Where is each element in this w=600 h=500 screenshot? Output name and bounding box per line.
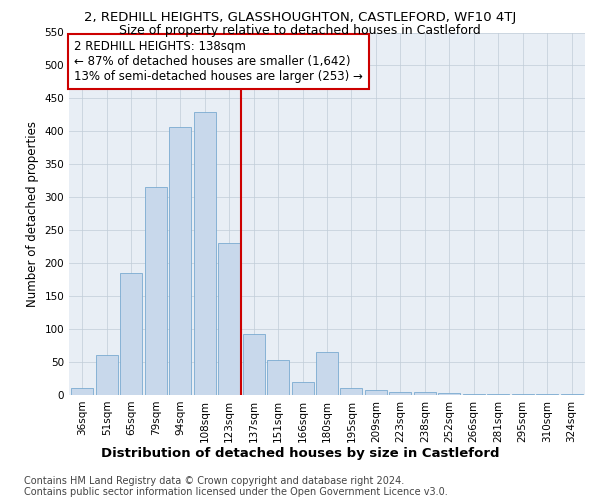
Bar — [365, 390, 387, 395]
Bar — [121, 273, 142, 395]
Bar — [463, 394, 485, 395]
Bar — [340, 388, 362, 395]
Text: Distribution of detached houses by size in Castleford: Distribution of detached houses by size … — [101, 448, 499, 460]
Bar — [560, 394, 583, 395]
Bar — [194, 112, 216, 395]
Bar — [71, 388, 94, 395]
Bar — [145, 188, 167, 395]
Bar — [218, 244, 240, 395]
Bar — [414, 392, 436, 395]
Text: Size of property relative to detached houses in Castleford: Size of property relative to detached ho… — [119, 24, 481, 37]
Text: Contains public sector information licensed under the Open Government Licence v3: Contains public sector information licen… — [24, 487, 448, 497]
Bar — [316, 352, 338, 395]
Bar — [267, 360, 289, 395]
Bar — [96, 356, 118, 395]
Bar — [512, 394, 533, 395]
Bar — [242, 334, 265, 395]
Bar — [438, 393, 460, 395]
Bar — [536, 394, 558, 395]
Bar — [292, 382, 314, 395]
Text: 2 REDHILL HEIGHTS: 138sqm
← 87% of detached houses are smaller (1,642)
13% of se: 2 REDHILL HEIGHTS: 138sqm ← 87% of detac… — [74, 40, 363, 82]
Bar — [389, 392, 412, 395]
Text: 2, REDHILL HEIGHTS, GLASSHOUGHTON, CASTLEFORD, WF10 4TJ: 2, REDHILL HEIGHTS, GLASSHOUGHTON, CASTL… — [84, 11, 516, 24]
Text: Contains HM Land Registry data © Crown copyright and database right 2024.: Contains HM Land Registry data © Crown c… — [24, 476, 404, 486]
Bar — [169, 126, 191, 395]
Bar — [487, 394, 509, 395]
Y-axis label: Number of detached properties: Number of detached properties — [26, 120, 39, 306]
